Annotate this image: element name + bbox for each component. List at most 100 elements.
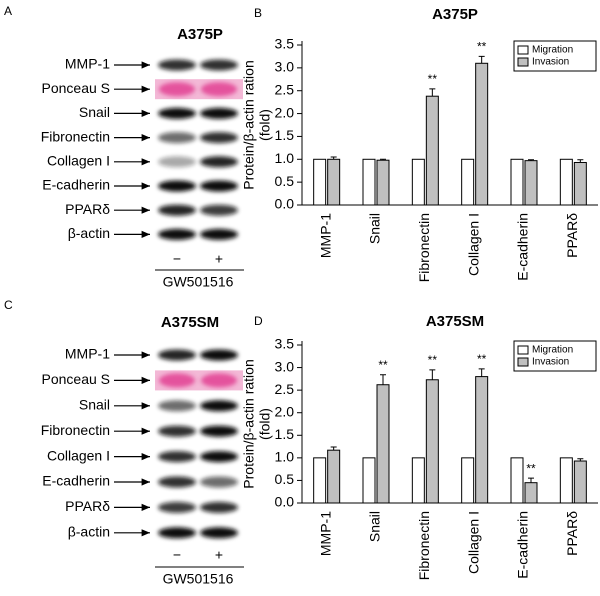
blot-label: β-actin [68,524,110,540]
error-bar [429,369,436,380]
chart-title: A375P [432,6,478,23]
bar [327,449,341,504]
y-tick-label: 0.0 [275,494,295,510]
bar [425,95,439,206]
legend-swatch [517,45,529,55]
x-tick-label: Fibronectin [416,213,432,282]
x-tick-label: Fibronectin [416,511,432,580]
error-bar [478,368,485,377]
bar [573,460,587,504]
panel-letter: D [254,314,263,328]
bar [573,161,587,206]
band [158,400,196,412]
blot-label: PPARδ [65,201,110,217]
band [158,204,196,216]
bar [461,457,475,504]
band [200,204,238,216]
legend-swatch [517,57,529,67]
blot-label: Collagen I [47,153,110,169]
band [200,425,238,437]
bar [475,62,489,206]
y-tick-label: 0.5 [275,471,295,487]
blot-label: Fibronectin [41,422,110,438]
band [200,349,238,361]
blot-label: MMP-1 [65,346,110,362]
y-axis-label-line: Protein/β-actin ration [241,60,257,189]
bar [559,158,573,206]
panel-letter: C [4,298,13,312]
agent: GW501516 [163,274,234,290]
y-tick-label: 2.5 [275,81,295,97]
chart-title: A375SM [426,313,484,330]
error-bar [478,55,485,64]
bar [313,457,327,504]
bar [475,376,489,504]
significance: ** [428,353,438,367]
bar [524,160,538,206]
x-tick-label: Snail [367,511,383,542]
significance: ** [428,72,438,86]
band [200,228,238,240]
bar [461,158,475,206]
x-tick-label: PPARδ [564,511,580,556]
legend-label: Invasion [532,57,569,68]
band [200,527,238,539]
blot-label: Snail [79,397,110,413]
band [159,82,195,97]
y-tick-label: 2.0 [275,403,295,419]
blot-label: Collagen I [47,447,110,463]
x-tick-label: Collagen I [465,213,481,276]
legend-label: Invasion [532,357,569,368]
band [158,349,196,361]
band [159,373,195,388]
band [158,501,196,513]
bar [510,457,524,504]
y-axis-label-line: Protein/β-actin ration [241,359,257,488]
y-tick-label: 1.5 [275,426,295,442]
treatment: − [173,251,181,267]
y-tick-label: 3.5 [275,36,295,52]
legend-label: Migration [532,45,573,56]
significance: ** [378,358,388,372]
treatment: + [215,251,223,267]
y-tick-label: 0.0 [275,196,295,212]
blot-label: E-cadherin [42,473,110,489]
bar [376,159,390,206]
bar [376,384,390,504]
y-tick-label: 3.5 [275,336,295,352]
error-bar [380,374,386,385]
panel-letter: A [4,4,12,18]
blot-label: PPARδ [65,498,110,514]
band [200,476,238,488]
y-tick-label: 1.0 [275,150,295,166]
y-tick-label: 1.5 [275,127,295,143]
y-tick-label: 2.0 [275,104,295,120]
y-axis-label: Protein/β-actin ration (fold) [241,60,273,189]
bar [327,158,341,206]
bar [425,379,439,504]
band [200,59,238,71]
band [200,400,238,412]
y-axis-label-line: (fold) [257,408,273,440]
x-tick-label: MMP-1 [317,511,333,556]
band [158,425,196,437]
y-axis-label: Protein/β-actin ration (fold) [241,359,273,488]
band [158,156,196,168]
blot-title: A375P [177,26,223,43]
band [158,132,196,144]
band [200,180,238,192]
band [158,228,196,240]
x-tick-label: Collagen I [465,511,481,574]
band [158,59,196,71]
bar [559,457,573,504]
panel-letter: B [254,6,262,20]
y-tick-label: 2.5 [275,381,295,397]
bar [411,457,425,504]
band [201,82,237,97]
legend-swatch [517,345,529,355]
blot-label: E-cadherin [42,177,110,193]
y-tick-label: 1.0 [275,449,295,465]
blot-label: Ponceau S [42,80,111,96]
bar [524,482,538,504]
